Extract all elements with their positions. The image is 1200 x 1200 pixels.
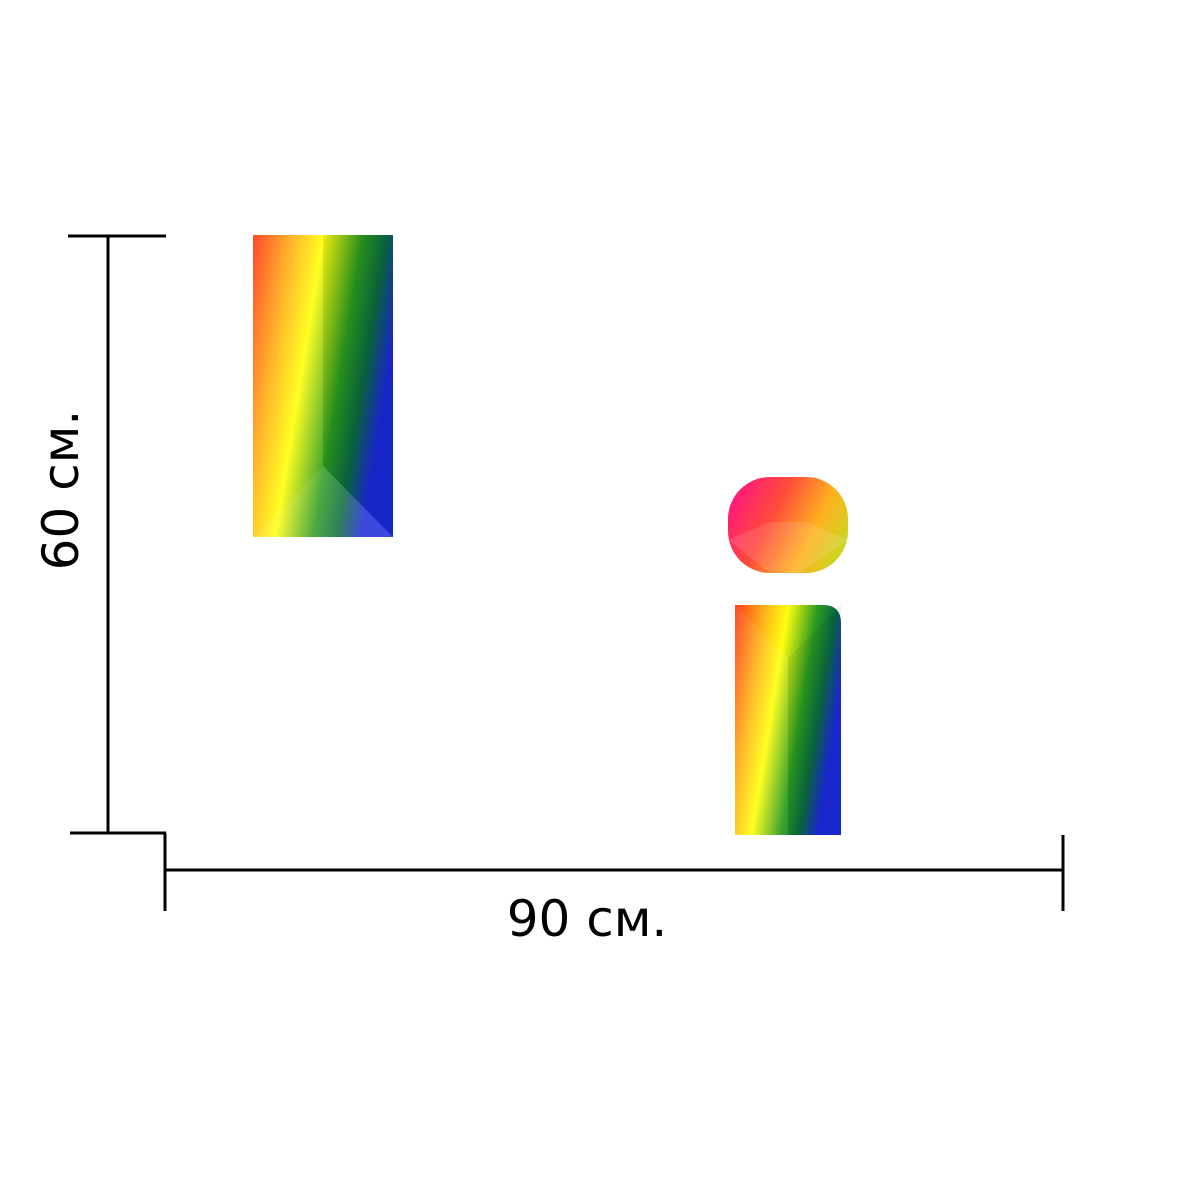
letter-i-dot	[728, 477, 848, 573]
letter-i-stem	[735, 605, 841, 835]
width-label: 90 см.	[507, 890, 668, 948]
letter-l	[253, 235, 393, 537]
height-label: 60 см.	[32, 410, 90, 571]
